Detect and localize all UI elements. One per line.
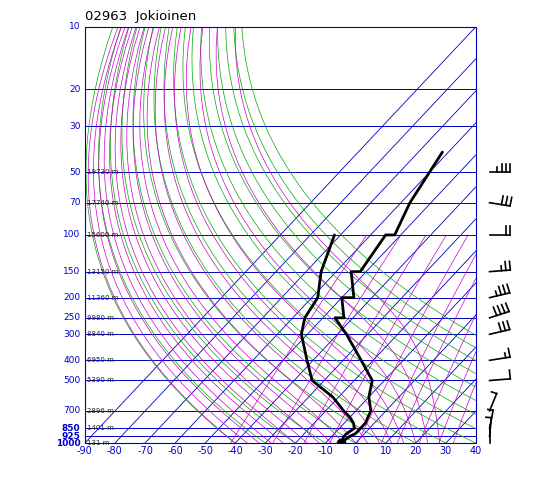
Text: -90: -90 (77, 446, 92, 456)
Text: 300: 300 (63, 330, 80, 339)
Text: -20: -20 (287, 446, 304, 456)
Text: -70: -70 (137, 446, 153, 456)
Text: 9980 m: 9980 m (87, 315, 114, 321)
Text: 400: 400 (63, 356, 80, 365)
Text: 10: 10 (380, 446, 392, 456)
Text: 925: 925 (61, 431, 80, 441)
Text: 30: 30 (69, 122, 80, 131)
Text: 02963  Jokioinen: 02963 Jokioinen (85, 10, 196, 23)
Text: -10: -10 (318, 446, 333, 456)
Text: 850: 850 (62, 424, 80, 433)
Text: 11360 m: 11360 m (87, 295, 118, 300)
Text: 17740 m: 17740 m (87, 200, 118, 206)
Text: 13150 m: 13150 m (87, 269, 118, 275)
Text: 0: 0 (352, 446, 359, 456)
Text: 1401 m: 1401 m (87, 426, 114, 431)
Text: 100: 100 (63, 230, 80, 240)
Text: 5390 m: 5390 m (87, 377, 114, 383)
Text: 8840 m: 8840 m (87, 331, 114, 337)
Text: -60: -60 (167, 446, 183, 456)
Text: 1000: 1000 (56, 439, 80, 448)
Text: 30: 30 (440, 446, 452, 456)
Text: 10: 10 (69, 22, 80, 31)
Text: 20: 20 (69, 85, 80, 94)
Text: 50: 50 (69, 168, 80, 177)
Text: 2896 m: 2896 m (87, 408, 114, 414)
Text: 70: 70 (69, 198, 80, 207)
Text: 700: 700 (63, 407, 80, 415)
Text: 15600 m: 15600 m (87, 232, 118, 238)
Text: -30: -30 (258, 446, 273, 456)
Text: 150: 150 (63, 267, 80, 276)
Text: -80: -80 (107, 446, 123, 456)
Text: -50: -50 (197, 446, 213, 456)
Text: 6950 m: 6950 m (87, 357, 114, 363)
Text: 20: 20 (410, 446, 422, 456)
Text: 250: 250 (63, 313, 80, 322)
Text: 131 m: 131 m (87, 440, 109, 446)
Text: 200: 200 (63, 293, 80, 302)
Text: 19730 m: 19730 m (87, 169, 118, 175)
Text: -40: -40 (228, 446, 243, 456)
Text: 40: 40 (470, 446, 482, 456)
Text: 500: 500 (63, 376, 80, 385)
